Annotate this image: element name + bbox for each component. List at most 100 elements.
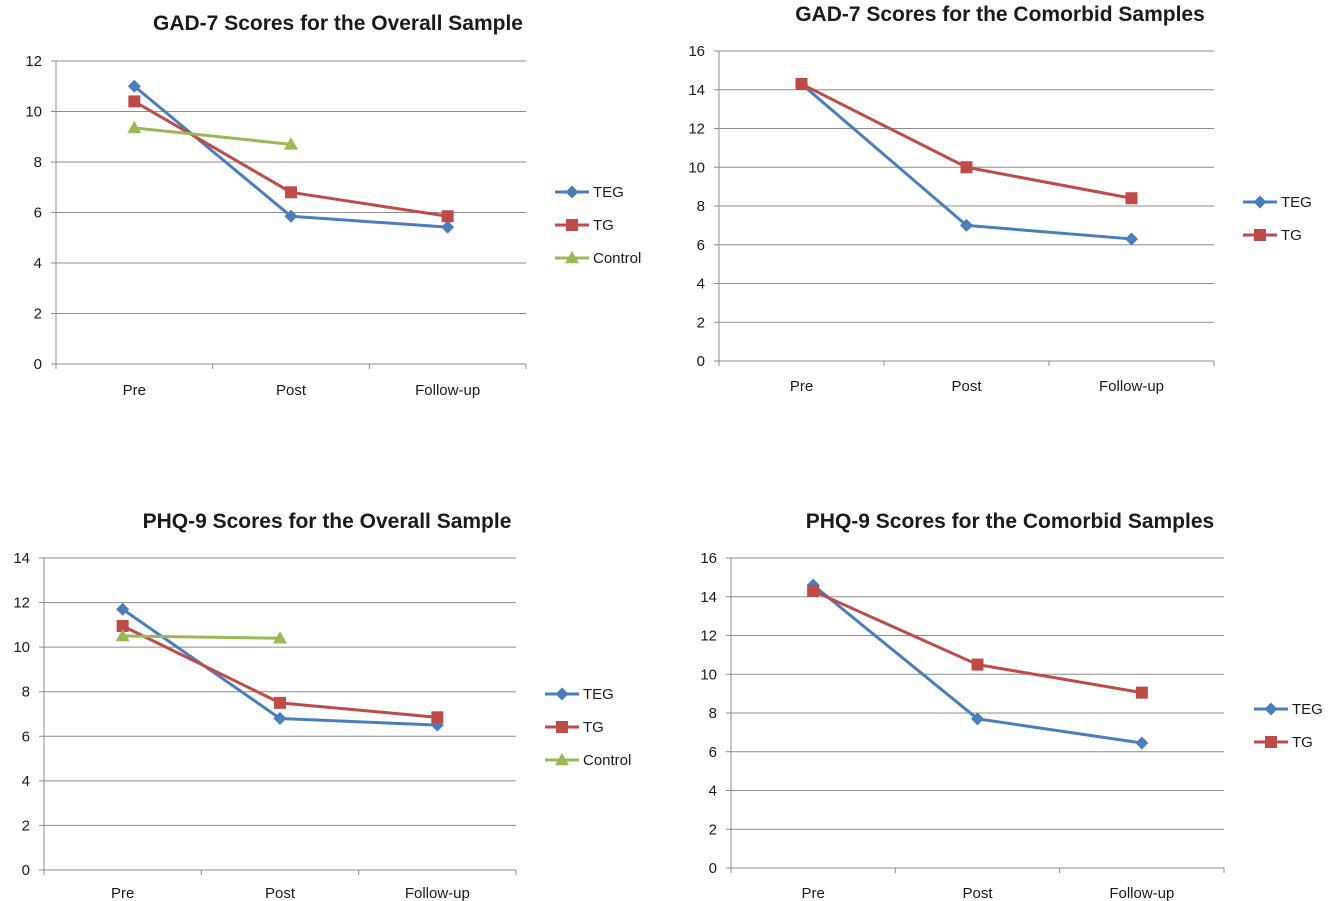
data-point xyxy=(795,77,808,90)
y-tick-label: 4 xyxy=(34,255,42,272)
y-tick-label: 8 xyxy=(22,684,30,701)
legend-label: TEG xyxy=(1281,194,1312,211)
legend-entry-teg: TEG xyxy=(545,686,614,703)
y-tick-label: 12 xyxy=(688,121,705,138)
y-tick-label: 12 xyxy=(700,628,717,645)
legend-marker xyxy=(555,753,569,766)
legend-entry-tg: TG xyxy=(555,217,614,234)
y-tick-label: 14 xyxy=(688,82,705,99)
series-line xyxy=(122,634,281,640)
x-tick-label: Pre xyxy=(801,885,824,901)
legend-marker xyxy=(566,219,578,231)
chart-title: PHQ-9 Scores for the Comorbid Samples xyxy=(806,510,1214,533)
series-tg xyxy=(128,95,454,223)
x-tick-label: Post xyxy=(265,885,296,901)
data-point xyxy=(971,712,984,726)
legend-entry-tg: TG xyxy=(1254,734,1313,751)
y-tick-label: 6 xyxy=(697,237,705,254)
x-tick-label: Post xyxy=(276,382,307,399)
data-point xyxy=(116,602,130,616)
y-tick-label: 14 xyxy=(13,550,30,567)
y-tick-label: 10 xyxy=(25,104,42,121)
legend-label: Control xyxy=(583,752,631,769)
x-tick-label: Follow-up xyxy=(405,885,470,901)
y-tick-label: 2 xyxy=(697,314,705,331)
data-point xyxy=(128,95,141,108)
series-tg xyxy=(807,584,1148,699)
y-tick-label: 16 xyxy=(700,550,717,567)
legend-marker xyxy=(556,721,568,733)
y-tick-label: 10 xyxy=(700,666,717,683)
x-tick-label: Pre xyxy=(111,885,134,901)
chart-panel-4: PHQ-9 Scores for the Comorbid Samples 0 2 4… xyxy=(700,510,1323,901)
data-point xyxy=(127,120,142,134)
legend-label: TEG xyxy=(583,686,614,703)
y-tick-label: 8 xyxy=(697,198,705,215)
series-line xyxy=(133,85,448,229)
legend-marker xyxy=(1254,229,1266,241)
data-point xyxy=(971,658,984,671)
series-line xyxy=(800,82,1132,200)
series-teg xyxy=(127,79,455,234)
legend-label: TG xyxy=(1281,227,1302,244)
legend-entry-control: Control xyxy=(555,250,641,267)
legend-label: TG xyxy=(1292,734,1313,751)
y-tick-label: 0 xyxy=(709,860,717,877)
x-tick-label: Pre xyxy=(790,378,813,395)
legend-label: TEG xyxy=(1292,701,1323,718)
chart-panel-2: GAD-7 Scores for the Comorbid Samples 0 2 4… xyxy=(688,3,1312,395)
legend-label: TEG xyxy=(593,184,624,201)
data-point xyxy=(274,696,286,709)
y-tick-label: 2 xyxy=(22,817,30,834)
data-point xyxy=(431,711,444,724)
y-tick-label: 0 xyxy=(22,862,30,879)
y-tick-label: 8 xyxy=(34,154,42,171)
data-point xyxy=(284,137,298,150)
y-tick-label: 8 xyxy=(709,705,717,722)
legend-marker xyxy=(565,251,579,264)
series-line xyxy=(812,589,1143,695)
data-point xyxy=(127,79,141,93)
legend-entry-teg: TEG xyxy=(555,184,624,201)
data-point xyxy=(284,209,298,223)
series-line xyxy=(133,100,448,218)
data-point xyxy=(441,220,455,234)
legend-entry-teg: TEG xyxy=(1254,701,1323,718)
data-point xyxy=(807,584,820,597)
data-point xyxy=(1125,232,1138,246)
chart-title: GAD-7 Scores for the Overall Sample xyxy=(153,12,523,35)
data-point xyxy=(1135,736,1149,750)
legend-entry-tg: TG xyxy=(1243,227,1302,244)
series-tg xyxy=(795,77,1138,205)
series-tg xyxy=(116,619,444,724)
legend-marker xyxy=(555,687,569,701)
data-point xyxy=(273,631,287,644)
x-tick-label: Post xyxy=(962,885,993,901)
series-control xyxy=(127,120,298,150)
data-point xyxy=(960,218,973,232)
y-tick-label: 14 xyxy=(700,589,717,606)
legend-entry-control: Control xyxy=(545,752,631,769)
legend-label: TG xyxy=(593,217,614,234)
y-tick-label: 2 xyxy=(709,821,717,838)
data-point xyxy=(960,161,973,174)
y-tick-label: 4 xyxy=(697,276,705,293)
x-tick-label: Post xyxy=(951,378,982,395)
series-control xyxy=(115,629,287,644)
legend-marker xyxy=(1253,195,1267,209)
y-tick-label: 10 xyxy=(13,639,30,656)
x-tick-label: Follow-up xyxy=(1099,378,1164,395)
legend-marker xyxy=(1265,736,1277,748)
data-point xyxy=(115,629,130,642)
legend-marker xyxy=(1264,702,1278,716)
y-tick-label: 12 xyxy=(13,595,30,612)
legend-entry-teg: TEG xyxy=(1243,194,1312,211)
legend-label: TG xyxy=(583,719,604,736)
y-tick-label: 10 xyxy=(688,159,705,176)
data-point xyxy=(116,619,129,632)
data-point xyxy=(1135,686,1148,699)
chart-panel-1: GAD-7 Scores for the Overall Sample 0 2 4 6 8… xyxy=(25,12,641,399)
chart-title: PHQ-9 Scores for the Overall Sample xyxy=(143,510,512,533)
y-tick-label: 0 xyxy=(34,356,42,373)
